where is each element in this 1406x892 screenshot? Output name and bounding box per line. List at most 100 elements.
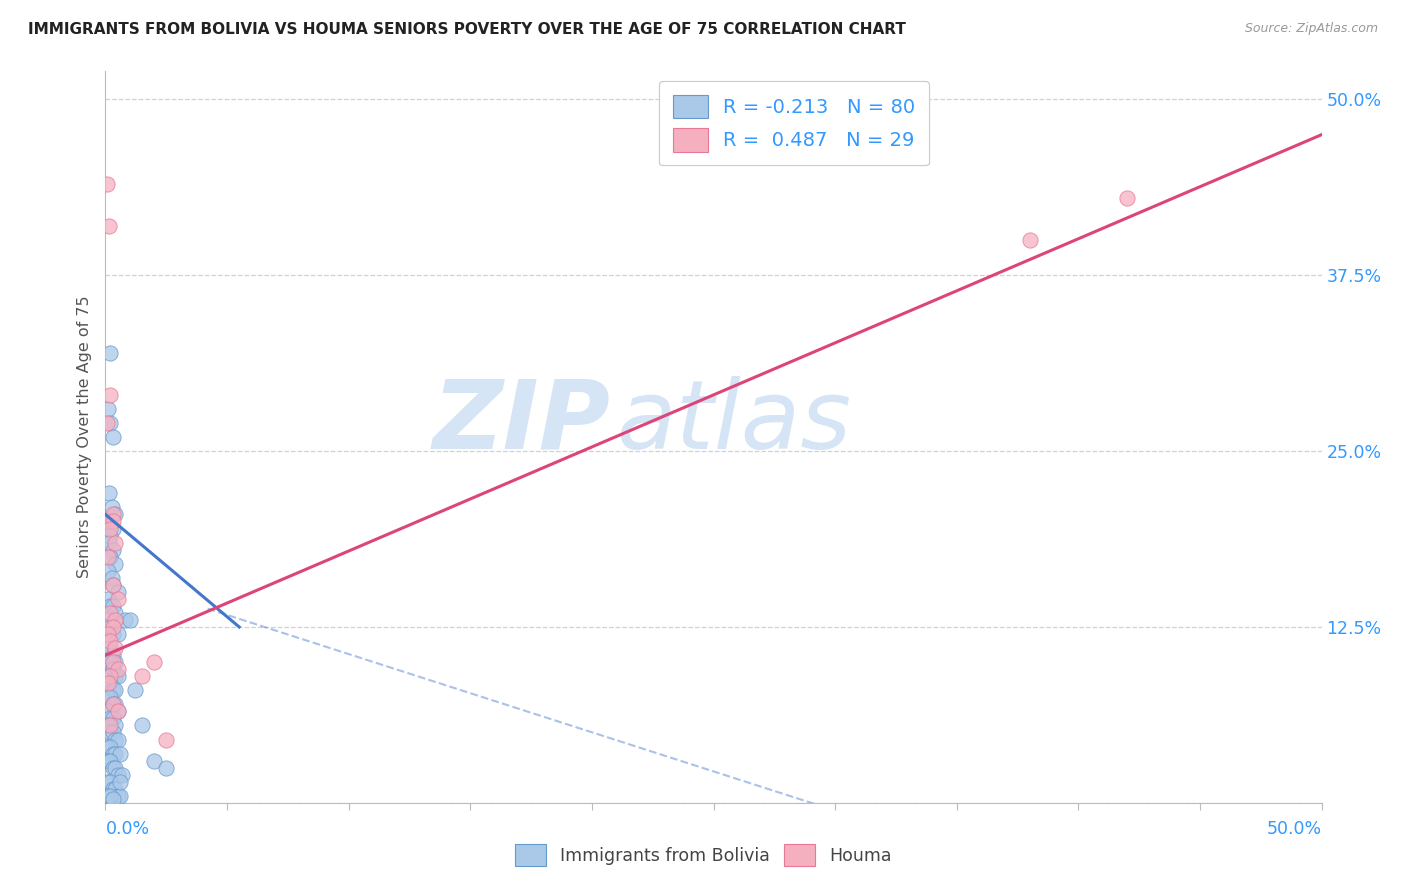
Point xyxy=(96,774,118,789)
Point xyxy=(107,627,129,641)
Point xyxy=(97,676,120,690)
Point xyxy=(104,613,127,627)
Point xyxy=(98,676,121,690)
Point xyxy=(101,781,124,796)
Point xyxy=(101,578,124,592)
Point xyxy=(98,549,121,564)
Point xyxy=(101,662,124,676)
Point xyxy=(101,542,124,557)
Point xyxy=(96,177,118,191)
Point xyxy=(108,747,131,761)
Point xyxy=(104,641,127,656)
Point xyxy=(101,578,124,592)
Point xyxy=(98,345,121,359)
Point xyxy=(108,774,131,789)
Point xyxy=(97,564,120,578)
Point xyxy=(104,747,127,761)
Point xyxy=(98,718,121,732)
Point xyxy=(155,732,177,747)
Point xyxy=(101,747,124,761)
Point xyxy=(104,732,127,747)
Point xyxy=(114,613,136,627)
Point xyxy=(97,718,120,732)
Point xyxy=(101,761,124,775)
Legend: R = -0.213   N = 80, R =  0.487   N = 29: R = -0.213 N = 80, R = 0.487 N = 29 xyxy=(659,81,929,166)
Point xyxy=(98,620,121,634)
Point xyxy=(107,732,129,747)
Point xyxy=(98,789,121,803)
Point xyxy=(131,718,153,732)
Point xyxy=(101,711,124,725)
Point xyxy=(107,662,129,676)
Point xyxy=(1018,233,1040,247)
Point xyxy=(100,500,122,515)
Point xyxy=(155,761,177,775)
Point xyxy=(101,627,124,641)
Point xyxy=(131,669,153,683)
Point xyxy=(101,508,124,522)
Point xyxy=(97,515,120,529)
Point xyxy=(107,705,129,719)
Point xyxy=(104,606,127,620)
Point xyxy=(98,739,121,754)
Point xyxy=(97,627,120,641)
Point xyxy=(97,401,120,416)
Point xyxy=(101,698,124,712)
Point xyxy=(100,571,122,585)
Point xyxy=(98,669,121,683)
Text: ZIP: ZIP xyxy=(432,376,610,469)
Point xyxy=(97,591,120,606)
Point xyxy=(104,655,127,669)
Point xyxy=(143,655,166,669)
Point xyxy=(101,521,124,535)
Point xyxy=(96,690,118,705)
Point xyxy=(97,754,120,768)
Text: IMMIGRANTS FROM BOLIVIA VS HOUMA SENIORS POVERTY OVER THE AGE OF 75 CORRELATION : IMMIGRANTS FROM BOLIVIA VS HOUMA SENIORS… xyxy=(28,22,905,37)
Point xyxy=(98,599,121,613)
Point xyxy=(104,557,127,571)
Point xyxy=(101,430,124,444)
Point xyxy=(98,690,121,705)
Point xyxy=(97,705,120,719)
Point xyxy=(104,683,127,698)
Point xyxy=(96,416,118,430)
Point xyxy=(104,698,127,712)
Point xyxy=(101,620,124,634)
Point xyxy=(107,705,129,719)
Point xyxy=(101,683,124,698)
Point xyxy=(107,767,129,781)
Point xyxy=(101,698,124,712)
Point xyxy=(98,754,121,768)
Point xyxy=(96,655,118,669)
Text: atlas: atlas xyxy=(616,376,851,469)
Point xyxy=(104,669,127,683)
Text: 50.0%: 50.0% xyxy=(1267,820,1322,838)
Point xyxy=(98,606,121,620)
Point xyxy=(107,584,129,599)
Point xyxy=(97,676,120,690)
Point xyxy=(104,535,127,549)
Point xyxy=(98,641,121,656)
Point xyxy=(108,789,131,803)
Point xyxy=(98,725,121,739)
Point xyxy=(1116,191,1139,205)
Legend: Immigrants from Bolivia, Houma: Immigrants from Bolivia, Houma xyxy=(508,838,898,872)
Point xyxy=(118,613,141,627)
Point xyxy=(101,599,124,613)
Point xyxy=(107,591,129,606)
Point xyxy=(104,761,127,775)
Point xyxy=(104,718,127,732)
Point xyxy=(98,416,121,430)
Point xyxy=(97,634,120,648)
Point xyxy=(96,789,118,803)
Point xyxy=(96,739,118,754)
Text: Source: ZipAtlas.com: Source: ZipAtlas.com xyxy=(1244,22,1378,36)
Point xyxy=(98,388,121,402)
Point xyxy=(98,219,121,233)
Point xyxy=(98,521,121,535)
Point xyxy=(97,549,120,564)
Point xyxy=(98,535,121,549)
Point xyxy=(143,754,166,768)
Point xyxy=(98,655,121,669)
Point xyxy=(98,774,121,789)
